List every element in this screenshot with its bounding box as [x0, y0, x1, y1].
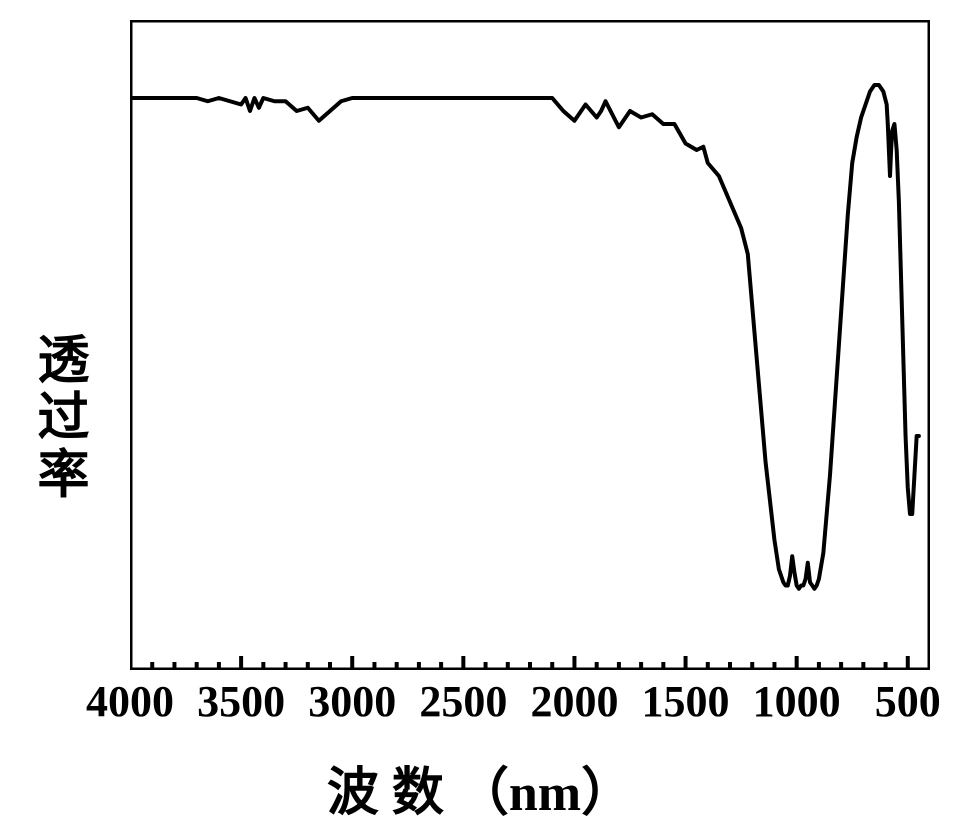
x-tick-label: 1000 [753, 676, 841, 727]
ir-spectrum-figure: 透过率 波 数 （nm） 4000 3500 3000 2500 2000 1500 100… [0, 0, 960, 835]
x-tick-label: 500 [875, 676, 941, 727]
x-tick-label: 1500 [642, 676, 730, 727]
x-axis-label: 波 数 （nm） [327, 750, 633, 825]
x-tick-label: 2500 [419, 676, 507, 727]
plot-svg [130, 20, 930, 670]
x-tick-label: 3500 [197, 676, 285, 727]
x-tick-label: 2000 [530, 676, 618, 727]
y-axis-label: 透过率 [20, 332, 95, 504]
x-tick-label: 4000 [86, 676, 174, 727]
x-tick-label: 3000 [308, 676, 396, 727]
